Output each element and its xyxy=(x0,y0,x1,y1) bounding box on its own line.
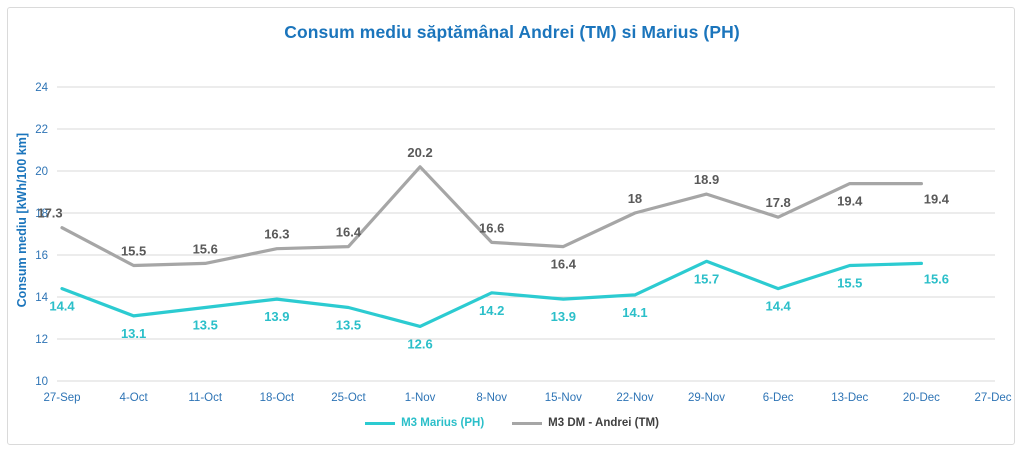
data-label-marius: 13.5 xyxy=(336,318,361,333)
x-axis-label: 25-Oct xyxy=(331,392,366,404)
legend-swatch-marius xyxy=(365,421,396,425)
x-axis-label: 13-Dec xyxy=(831,392,868,404)
data-label-marius: 13.1 xyxy=(121,326,146,341)
data-label-andrei: 16.4 xyxy=(336,225,362,240)
data-label-marius: 14.2 xyxy=(479,303,504,318)
legend-item-marius: M3 Marius (PH) xyxy=(365,417,484,429)
y-tick-label: 22 xyxy=(35,124,48,136)
y-tick-label: 10 xyxy=(35,376,48,388)
x-axis-label: 20-Dec xyxy=(903,392,940,404)
x-axis-label: 15-Nov xyxy=(545,392,582,404)
y-tick-label: 18 xyxy=(35,208,48,220)
legend-swatch-andrei xyxy=(512,421,543,425)
x-axis-label: 1-Nov xyxy=(405,392,436,404)
x-axis-label: 29-Nov xyxy=(688,392,725,404)
y-tick-label: 20 xyxy=(35,166,48,178)
y-tick-label: 12 xyxy=(35,334,48,346)
x-axis-label: 6-Dec xyxy=(763,392,794,404)
data-label-marius: 14.1 xyxy=(622,305,647,320)
data-label-andrei: 15.5 xyxy=(121,244,146,259)
data-label-marius: 13.9 xyxy=(551,309,576,324)
y-tick-label: 14 xyxy=(35,292,48,304)
data-label-andrei: 20.2 xyxy=(407,145,432,160)
data-label-andrei: 17.3 xyxy=(37,206,62,221)
data-label-marius: 13.5 xyxy=(193,318,218,333)
x-axis-label: 27-Dec xyxy=(974,392,1011,404)
x-axis-label: 22-Nov xyxy=(616,392,653,404)
data-label-andrei: 19.4 xyxy=(837,194,863,209)
chart-border xyxy=(7,7,1015,445)
series-line-marius xyxy=(60,259,923,328)
data-label-andrei: 15.6 xyxy=(193,241,218,256)
data-label-andrei: 17.8 xyxy=(765,195,790,210)
data-label-marius: 14.4 xyxy=(49,299,75,314)
y-tick-label: 16 xyxy=(35,250,48,262)
data-label-andrei: 19.4 xyxy=(924,192,950,207)
legend-label-andrei: M3 DM - Andrei (TM) xyxy=(548,417,659,429)
data-label-marius: 14.4 xyxy=(765,299,791,314)
x-axis-label: 18-Oct xyxy=(260,392,295,404)
data-label-marius: 13.9 xyxy=(264,309,289,324)
data-label-andrei: 16.6 xyxy=(479,220,504,235)
x-axis-label: 4-Oct xyxy=(120,392,149,404)
data-label-marius: 15.5 xyxy=(837,276,862,291)
legend-item-andrei: M3 DM - Andrei (TM) xyxy=(512,417,659,429)
x-axis-label: 27-Sep xyxy=(43,392,80,404)
y-tick-label: 24 xyxy=(35,82,48,94)
legend: M3 Marius (PH) M3 DM - Andrei (TM) xyxy=(0,417,1024,429)
data-label-andrei: 18.9 xyxy=(694,172,719,187)
legend-label-marius: M3 Marius (PH) xyxy=(401,417,485,429)
x-axis-label: 11-Oct xyxy=(188,392,222,404)
series-line-andrei xyxy=(60,165,923,268)
x-axis-label: 8-Nov xyxy=(476,392,507,404)
chart-title: Consum mediu săptămânal Andrei (TM) si M… xyxy=(284,22,740,42)
data-label-marius: 12.6 xyxy=(407,336,432,351)
data-label-marius: 15.6 xyxy=(924,271,949,286)
data-label-andrei: 16.3 xyxy=(264,227,289,242)
data-label-andrei: 18 xyxy=(628,191,642,206)
data-label-andrei: 16.4 xyxy=(551,257,577,272)
data-label-marius: 15.7 xyxy=(694,271,719,286)
